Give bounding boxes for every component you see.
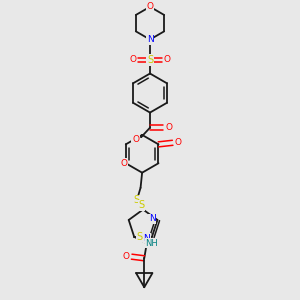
Text: S: S — [134, 195, 140, 206]
Text: O: O — [146, 2, 154, 11]
Text: S: S — [147, 55, 153, 65]
Text: O: O — [165, 123, 172, 132]
Text: S: S — [136, 232, 142, 242]
Text: N: N — [143, 234, 150, 243]
Text: O: O — [175, 138, 182, 147]
Text: NH: NH — [146, 239, 158, 248]
Text: O: O — [132, 135, 139, 144]
Text: N: N — [147, 35, 153, 44]
Text: O: O — [130, 56, 136, 64]
Text: S: S — [138, 200, 145, 210]
Text: O: O — [121, 159, 128, 168]
Text: O: O — [123, 252, 130, 261]
Text: N: N — [149, 214, 156, 223]
Text: O: O — [164, 56, 170, 64]
